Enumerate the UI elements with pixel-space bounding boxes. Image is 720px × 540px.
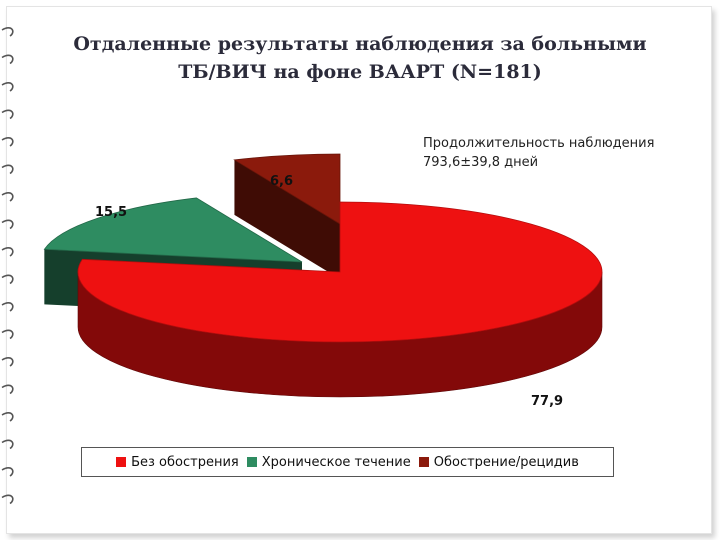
ring-mark	[1, 109, 14, 120]
chart-title-line1: Отдаленные результаты наблюдения за боль…	[73, 33, 647, 55]
observation-duration-note: Продолжительность наблюдения 793,6±39,8 …	[423, 134, 713, 172]
ring-mark	[1, 247, 14, 257]
ring-mark	[1, 274, 14, 285]
legend-item-chronic-course: Хроническое течение	[246, 454, 411, 470]
ring-mark	[1, 82, 14, 92]
ring-mark	[1, 467, 14, 477]
slice-chronic-course-top	[43, 197, 303, 263]
ring-mark	[1, 494, 14, 505]
ring-mark	[1, 384, 14, 395]
legend-label-relapse: Обострение/рецидив	[433, 454, 579, 470]
ring-mark	[1, 192, 14, 202]
notebook-rings-decoration	[1, 27, 14, 505]
chart-title-line2: ТБ/ВИЧ на фоне ВААРТ (N=181)	[178, 61, 542, 83]
ring-mark	[1, 54, 14, 65]
ring-mark	[1, 219, 14, 230]
legend-label-no-relapse: Без обострения	[131, 454, 239, 470]
ring-mark	[1, 329, 14, 340]
ring-mark	[1, 27, 14, 37]
legend-swatch-no-relapse	[116, 457, 127, 467]
ring-mark	[1, 164, 14, 175]
ring-mark	[1, 302, 14, 312]
legend-item-no-relapse: Без обострения	[116, 455, 239, 470]
observation-duration-label: Продолжительность наблюдения	[423, 136, 655, 151]
ring-mark	[1, 137, 14, 147]
ring-mark	[1, 412, 14, 422]
slice-no-relapse-top	[77, 201, 603, 343]
chart-legend: Без обострения Хроническое течение Обост…	[81, 447, 614, 477]
legend-item-relapse: Обострение/рецидив	[418, 454, 579, 470]
observation-duration-value: 793,6±39,8 дней	[423, 155, 539, 170]
legend-label-chronic-course: Хроническое течение	[261, 454, 411, 470]
data-label-chronic-course: 15,5	[95, 205, 128, 220]
data-label-relapse: 6,6	[270, 174, 294, 189]
slice-relapse-top	[233, 153, 341, 225]
chart-title: Отдаленные результаты наблюдения за боль…	[40, 30, 680, 86]
data-label-no-relapse: 77,9	[531, 394, 564, 409]
legend-swatch-chronic-course	[246, 457, 257, 467]
legend-swatch-relapse	[418, 457, 429, 467]
ring-mark	[1, 357, 14, 367]
ring-mark	[1, 439, 14, 450]
slice-relapse-cut-face-0	[234, 159, 340, 279]
